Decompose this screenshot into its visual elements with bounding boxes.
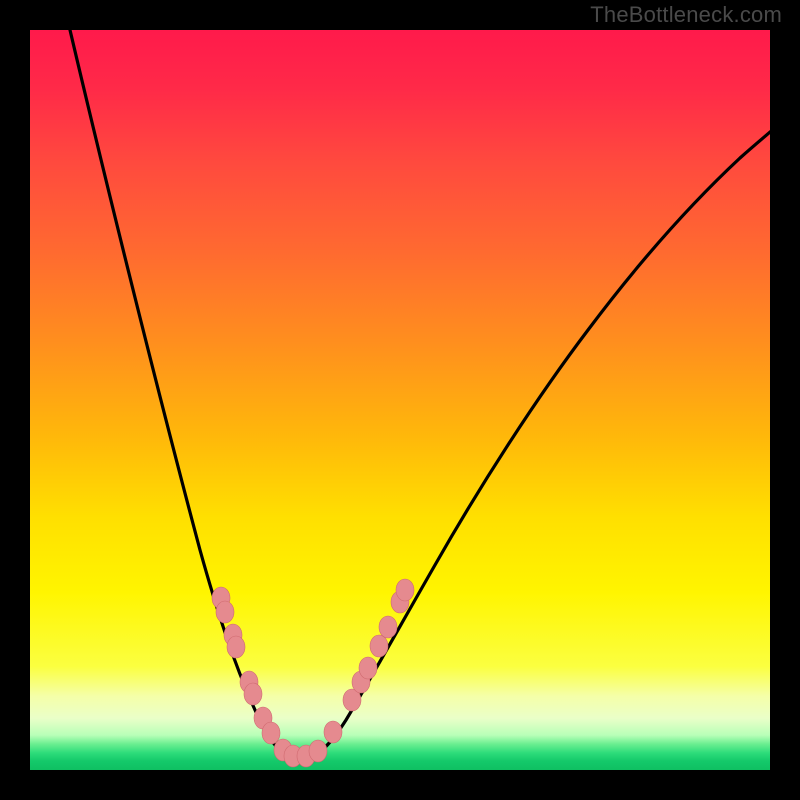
curve-marker xyxy=(216,601,234,623)
curve-marker xyxy=(244,683,262,705)
right-curve xyxy=(313,132,770,756)
curve-marker xyxy=(359,657,377,679)
curve-marker xyxy=(324,721,342,743)
curve-layer xyxy=(30,30,770,770)
marker-group xyxy=(212,579,414,767)
watermark-text: TheBottleneck.com xyxy=(590,2,782,28)
curve-marker xyxy=(396,579,414,601)
curve-marker xyxy=(227,636,245,658)
curve-marker xyxy=(309,740,327,762)
curve-marker xyxy=(379,616,397,638)
curve-marker xyxy=(262,722,280,744)
curve-marker xyxy=(370,635,388,657)
left-curve xyxy=(70,30,288,756)
bottleneck-chart xyxy=(30,30,770,770)
